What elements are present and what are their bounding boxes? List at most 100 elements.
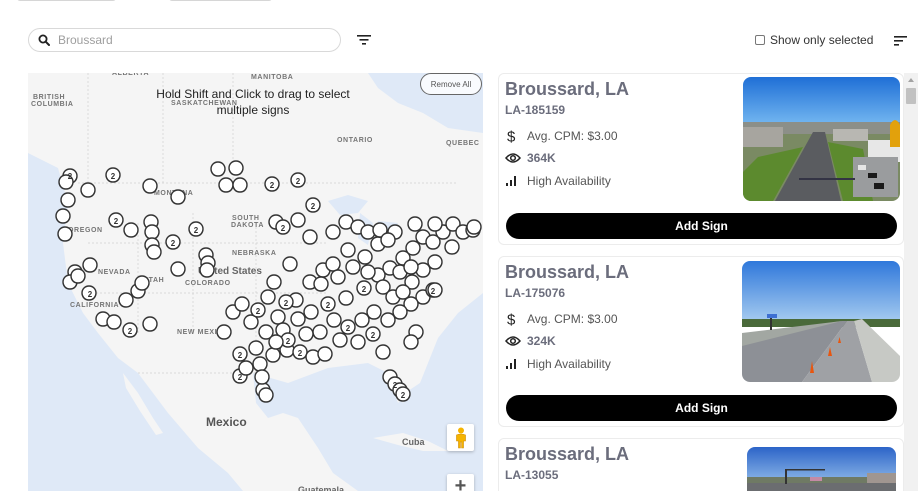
street-view-pegman[interactable] xyxy=(447,424,474,451)
show-only-selected-label: Show only selected xyxy=(770,33,874,47)
remove-all-button[interactable]: Remove All xyxy=(420,73,482,95)
search-box[interactable] xyxy=(28,28,341,52)
photo-highway-aerial xyxy=(743,77,900,201)
map-label-colorado: COLORADO xyxy=(185,280,231,287)
sign-views: 364K xyxy=(505,151,556,165)
filter-button[interactable] xyxy=(356,33,372,47)
scroll-up-arrow-icon[interactable] xyxy=(908,78,914,82)
marker-cluster xyxy=(55,160,482,403)
show-only-selected-checkbox[interactable] xyxy=(755,35,765,45)
svg-text:2: 2 xyxy=(88,290,93,299)
svg-text:2: 2 xyxy=(371,331,376,340)
sign-card[interactable]: Broussard, LA LA-175076 $ Avg. CPM: $3.0… xyxy=(498,256,904,427)
sign-photo[interactable] xyxy=(747,447,896,491)
svg-text:2: 2 xyxy=(298,349,303,358)
sign-photo[interactable] xyxy=(743,77,900,201)
svg-text:2: 2 xyxy=(128,327,133,336)
sign-title: Broussard, LA xyxy=(505,444,630,464)
sign-photo[interactable] xyxy=(742,261,900,382)
add-sign-button[interactable]: Add Sign xyxy=(506,395,897,421)
map-label-mexico: Mexico xyxy=(206,415,247,429)
svg-text:2: 2 xyxy=(68,172,73,181)
sign-views: 324K xyxy=(505,334,556,348)
sign-title: Broussard, LA xyxy=(505,262,630,282)
map-label-united-states: United States xyxy=(198,266,262,277)
show-only-selected-toggle[interactable]: Show only selected xyxy=(755,33,873,47)
listings-scrollbar[interactable] xyxy=(904,73,918,491)
svg-text:2: 2 xyxy=(238,351,243,360)
top-tab-1[interactable] xyxy=(17,0,116,1)
map-label-oregon: OREGON xyxy=(68,227,103,234)
map-label-nevada: NEVADA xyxy=(98,269,131,276)
sign-code: LA-175076 xyxy=(505,286,566,300)
svg-text:2: 2 xyxy=(401,391,406,400)
pegman-icon xyxy=(455,427,466,448)
sign-code: LA-185159 xyxy=(505,103,566,117)
svg-text:2: 2 xyxy=(114,217,119,226)
add-sign-button[interactable]: Add Sign xyxy=(506,213,897,239)
svg-text:$: $ xyxy=(507,312,516,326)
dollar-icon: $ xyxy=(505,312,523,326)
svg-text:$: $ xyxy=(507,129,516,143)
svg-text:2: 2 xyxy=(194,226,199,235)
map-label-california: CALIFORNIA xyxy=(70,302,120,309)
sign-title: Broussard, LA xyxy=(505,79,630,99)
map-label-utah: UTAH xyxy=(143,277,165,284)
search-input[interactable] xyxy=(58,33,328,47)
svg-text:2: 2 xyxy=(393,381,398,390)
sign-card[interactable]: Broussard, LA LA-185159 $ Avg. CPM: $3.0… xyxy=(498,73,904,245)
svg-text:2: 2 xyxy=(281,224,286,233)
map-label-guatemala: Guatemala xyxy=(298,485,345,491)
cluster-badges: 2 22 222 22 2 222 22 2 222 222 222 xyxy=(68,172,436,400)
filter-icon xyxy=(357,35,371,45)
svg-text:2: 2 xyxy=(346,324,351,333)
dollar-icon: $ xyxy=(505,129,523,143)
svg-text:2: 2 xyxy=(326,301,331,310)
svg-text:2: 2 xyxy=(111,172,116,181)
map-label-alberta: ALBERTA xyxy=(112,73,150,77)
svg-text:2: 2 xyxy=(431,287,436,296)
sort-icon xyxy=(894,36,907,46)
svg-text:2: 2 xyxy=(256,307,261,316)
map-label-sd1: SOUTH xyxy=(232,215,260,222)
sign-availability: High Availability xyxy=(505,357,611,371)
sign-cpm: $ Avg. CPM: $3.00 xyxy=(505,312,618,326)
search-icon xyxy=(38,34,50,46)
sort-button[interactable] xyxy=(893,34,908,46)
svg-text:2: 2 xyxy=(238,373,243,382)
sign-cpm: $ Avg. CPM: $3.00 xyxy=(505,129,618,143)
top-tabs-edge xyxy=(0,0,920,3)
map-label-quebec: QUEBEC xyxy=(446,140,480,147)
map-label-cuba: Cuba xyxy=(402,437,425,447)
photo-intersection xyxy=(747,447,896,491)
svg-text:2: 2 xyxy=(171,239,176,248)
map-label-manitoba: MANITOBA xyxy=(251,74,294,81)
map-label-sd2: DAKOTA xyxy=(231,222,265,229)
svg-text:2: 2 xyxy=(296,177,301,186)
map[interactable]: ALBERTA MANITOBA BRITISH COLUMBIA SASKAT… xyxy=(28,73,483,491)
zoom-in-button[interactable]: + xyxy=(447,474,474,491)
map-label-ontario: ONTARIO xyxy=(337,137,373,144)
map-label-bc1: BRITISH xyxy=(33,94,66,101)
eye-icon xyxy=(505,151,523,165)
sign-card[interactable]: Broussard, LA LA-13055 xyxy=(498,438,904,491)
scrollbar-thumb[interactable] xyxy=(906,88,916,104)
signal-bars-icon xyxy=(505,357,523,371)
map-markers: 2 22 222 22 2 222 22 2 222 222 222 xyxy=(55,160,482,403)
svg-text:2: 2 xyxy=(284,299,289,308)
sign-availability: High Availability xyxy=(505,174,611,188)
sign-listings[interactable]: Broussard, LA LA-185159 $ Avg. CPM: $3.0… xyxy=(498,73,904,491)
map-hint: Hold Shift and Click to drag to select m… xyxy=(156,87,350,117)
map-label-nebraska: NEBRASKA xyxy=(232,250,277,257)
map-label-bc2: COLUMBIA xyxy=(31,101,74,108)
signal-bars-icon xyxy=(505,174,523,188)
photo-highway-cones xyxy=(742,261,900,382)
svg-text:2: 2 xyxy=(362,285,367,294)
sign-code: LA-13055 xyxy=(505,468,559,482)
map-label-new-mexico: NEW MEXICO xyxy=(177,329,229,336)
top-tab-2[interactable] xyxy=(169,0,272,1)
svg-text:2: 2 xyxy=(286,337,291,346)
svg-text:2: 2 xyxy=(311,202,316,211)
svg-text:2: 2 xyxy=(270,181,275,190)
map-label-saskatchewan: SASKATCHEWAN xyxy=(171,100,238,107)
